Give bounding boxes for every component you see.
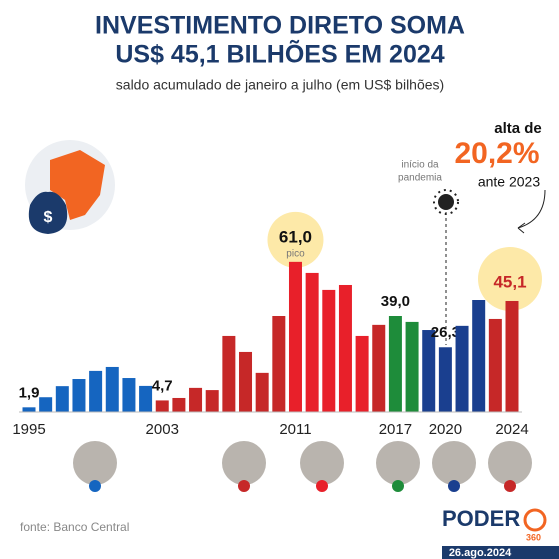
chart-subtitle: saldo acumulado de janeiro a julho (em U…: [116, 77, 444, 93]
x-tick-label: 2020: [429, 421, 462, 438]
party-dot: [504, 480, 516, 492]
bar: [438, 347, 452, 412]
change-tail: ante 2023: [478, 174, 540, 190]
party-dot: [316, 480, 328, 492]
value-label: 61,0: [279, 227, 312, 246]
bar: [355, 335, 369, 412]
bar: [422, 330, 436, 412]
highlight-circle: [478, 246, 542, 311]
bar: [122, 378, 136, 412]
virus-spikes: [433, 189, 459, 215]
party-dot: [448, 480, 460, 492]
photo: [432, 441, 476, 485]
bar: [39, 397, 53, 412]
bar: [372, 324, 386, 412]
bar: [72, 379, 86, 412]
bar: [305, 272, 319, 412]
value-label: 39,0: [381, 293, 410, 310]
bar: [155, 400, 169, 412]
x-tick-label: 2003: [146, 421, 179, 438]
bar: [338, 284, 352, 412]
party-dot: [238, 480, 250, 492]
money-bag-icon: [28, 191, 68, 234]
bar: [405, 321, 419, 412]
bar: [222, 335, 236, 412]
party-dot: [89, 480, 101, 492]
chart-title: INVESTIMENTO DIRETO SOMA: [95, 12, 465, 40]
brand-icon: [523, 508, 547, 532]
change-value: 20,2%: [454, 137, 539, 170]
change-arrow: [517, 189, 546, 229]
brand: PODER: [442, 506, 520, 531]
bar: [22, 407, 36, 412]
bar: [505, 300, 519, 412]
bar: [272, 316, 286, 412]
x-tick-label: 2024: [495, 421, 528, 438]
bar: [322, 289, 336, 412]
value-label: 1,9: [19, 384, 40, 401]
bar: [205, 390, 219, 412]
bar: [55, 386, 69, 412]
change-lead: alta de: [494, 120, 542, 137]
bar: [255, 372, 269, 412]
photo: [376, 441, 420, 485]
bar: [105, 366, 119, 412]
bar: [139, 385, 153, 412]
brand-sub: 360: [526, 532, 541, 542]
bar: [488, 318, 502, 412]
bar: [172, 397, 186, 412]
highlight-circle: [267, 211, 324, 268]
pandemic-note: início da: [401, 160, 439, 171]
bar: [189, 387, 203, 412]
x-tick-label: 2017: [379, 421, 412, 438]
bar: [239, 351, 253, 412]
date: 26.ago.2024: [449, 547, 512, 559]
virus-icon: [438, 194, 454, 210]
bar: [89, 370, 103, 412]
money-symbol: $: [44, 209, 53, 226]
pandemic-note: pandemia: [398, 173, 442, 184]
x-tick-label: 2011: [279, 421, 311, 438]
bar: [288, 261, 302, 412]
map-icon: [50, 150, 105, 220]
bar: [472, 300, 486, 412]
value-label: 26,3: [431, 324, 460, 341]
peak-note: pico: [286, 248, 305, 259]
bar: [388, 316, 402, 412]
photo: [73, 441, 117, 485]
party-dot: [392, 480, 404, 492]
date-bg: [442, 546, 559, 559]
x-tick-label: 1995: [12, 421, 45, 438]
photo: [300, 441, 344, 485]
source: fonte: Banco Central: [20, 520, 129, 534]
change-arrowhead: [517, 222, 526, 234]
value-label: 45,1: [493, 272, 526, 291]
photo: [222, 441, 266, 485]
president-photos: [73, 441, 532, 492]
photo: [488, 441, 532, 485]
value-label: 4,7: [152, 377, 173, 394]
chart-title: US$ 45,1 BILHÕES EM 2024: [115, 39, 444, 69]
bar: [455, 325, 469, 412]
